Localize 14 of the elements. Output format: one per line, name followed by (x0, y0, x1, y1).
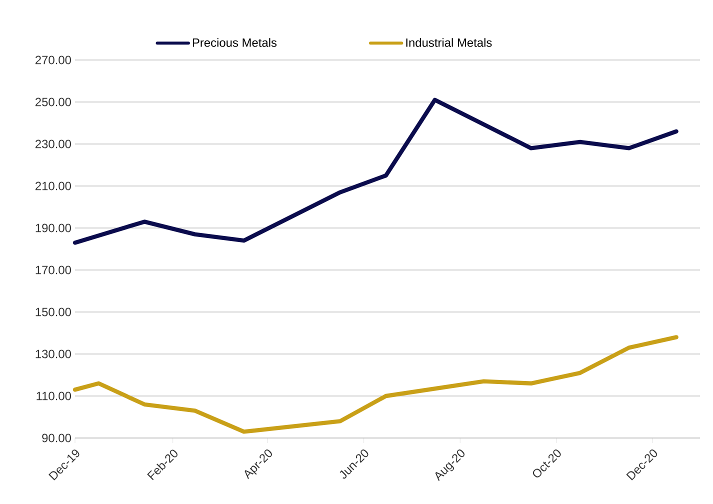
y-tick-label: 230.00 (36, 140, 72, 148)
y-tick-label: 150.00 (36, 308, 72, 316)
y-tick-label: 250.00 (36, 98, 72, 106)
y-tick-label: 190.00 (36, 224, 72, 232)
y-tick-label: 110.00 (36, 392, 72, 400)
line-series (72, 98, 678, 245)
legend-label: Precious Metals (192, 38, 277, 47)
legend-label: Industrial Metals (406, 38, 492, 47)
line-series (72, 335, 678, 434)
y-tick-label: 170.00 (36, 266, 72, 274)
y-tick-label: 130.00 (36, 350, 72, 358)
y-tick-label: 270.00 (36, 56, 72, 64)
y-tick-label: 210.00 (36, 182, 72, 190)
y-tick-label: 90.00 (42, 434, 72, 442)
